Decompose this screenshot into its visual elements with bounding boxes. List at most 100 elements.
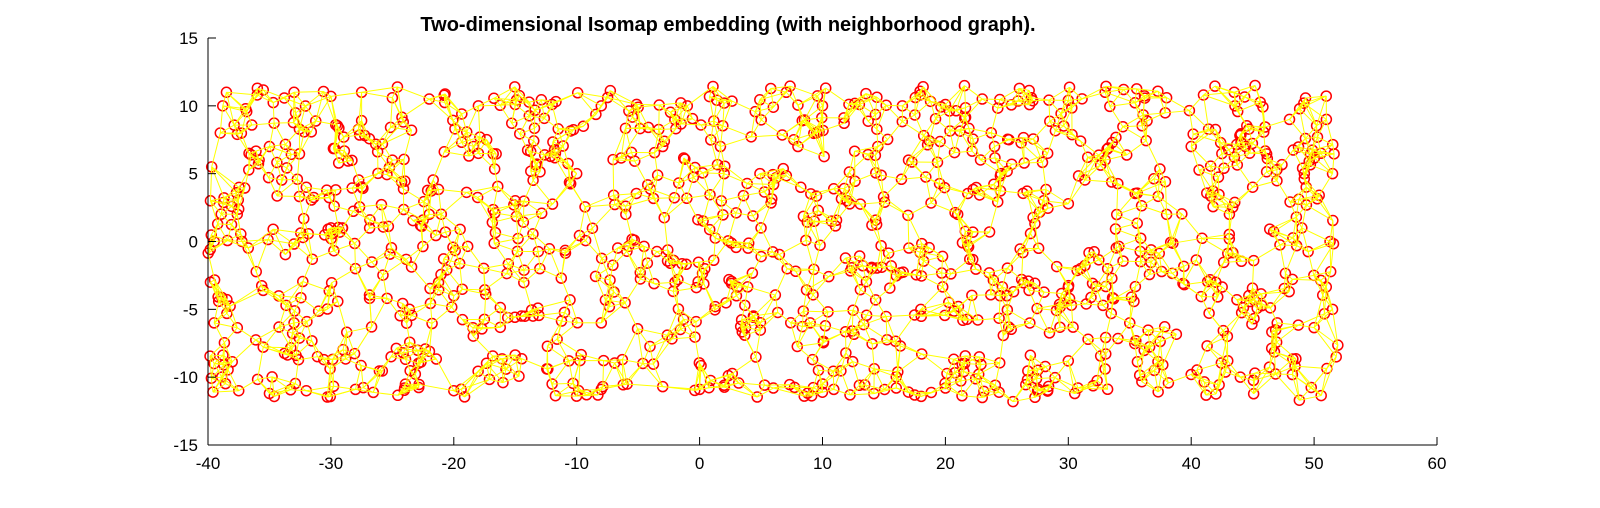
graph-edge [747, 286, 776, 296]
graph-edge [628, 110, 633, 118]
graph-edge [1233, 144, 1238, 158]
graph-edge [390, 116, 403, 128]
graph-edge [515, 216, 519, 239]
graph-edge [401, 116, 412, 131]
graph-edge [338, 150, 345, 164]
data-point [795, 181, 807, 194]
graph-edge [1227, 360, 1241, 378]
graph-edge [648, 127, 665, 142]
graph-edge [813, 268, 829, 278]
graph-edge [258, 146, 270, 165]
graph-edge [1236, 299, 1243, 313]
graph-edge [770, 85, 791, 89]
graph-edge [756, 384, 766, 398]
graph-edge [751, 134, 783, 138]
graph-edge [579, 235, 586, 242]
data-point [1327, 138, 1339, 151]
graph-edge [1213, 206, 1233, 208]
graph-edge [1074, 380, 1098, 394]
graph-edge [1098, 259, 1109, 270]
data-point [656, 140, 669, 153]
graph-edge [1252, 171, 1267, 188]
graph-edge [1279, 244, 1297, 247]
graph-edge [773, 387, 805, 397]
graph-edge [286, 153, 300, 169]
graph-edge [604, 299, 610, 307]
graph-edge [269, 389, 291, 394]
graph-edge [642, 363, 664, 387]
graph-edge [880, 245, 883, 268]
graph-edge [890, 265, 897, 277]
graph-edge [354, 365, 362, 390]
graph-edge [335, 187, 353, 191]
graph-edge [935, 118, 951, 132]
graph-edge [1032, 120, 1051, 140]
graph-edge [483, 294, 487, 320]
graph-edge [220, 197, 225, 215]
graph-edge [710, 125, 724, 141]
graph-edge [731, 281, 737, 296]
graph-edge [715, 237, 737, 248]
graph-edge [624, 302, 639, 329]
graph-edge [1067, 338, 1089, 362]
graph-edge [628, 239, 633, 247]
graph-edge [754, 88, 772, 112]
graph-edge [405, 359, 411, 371]
graph-edge [1210, 165, 1225, 169]
graph-edge [1204, 381, 1220, 386]
graph-edge [1320, 368, 1328, 396]
graph-edge [554, 157, 569, 164]
graph-edge [1098, 247, 1117, 261]
graph-edge [401, 98, 430, 118]
data-point [1283, 113, 1296, 126]
graph-edge [1298, 324, 1315, 329]
graph-edge [920, 261, 925, 277]
graph-edge [459, 263, 463, 290]
graph-edge [1234, 152, 1250, 158]
graph-edge [283, 97, 296, 114]
graph-edge [538, 314, 562, 322]
graph-edge [369, 274, 384, 296]
graph-edge [928, 247, 943, 257]
graph-edge [1159, 341, 1164, 365]
data-point [798, 114, 811, 126]
graph-edge [1313, 275, 1324, 296]
graph-edge [576, 394, 587, 397]
graph-edge [998, 318, 1004, 336]
graph-edge [680, 321, 697, 330]
graph-edge [750, 111, 756, 137]
graph-edge [813, 245, 821, 270]
graph-edge [1021, 279, 1030, 291]
graph-edge [760, 227, 774, 253]
data-point [705, 134, 717, 146]
graph-edge [468, 136, 481, 157]
graph-edge [667, 259, 674, 262]
graph-edge [1044, 366, 1056, 378]
graph-edge [306, 321, 313, 341]
graph-edge [876, 224, 882, 246]
graph-edge [999, 286, 1003, 296]
graph-edge [828, 257, 846, 278]
graph-edge [931, 382, 946, 393]
data-point [992, 102, 1004, 114]
graph-edge [446, 269, 463, 290]
graph-edge [1220, 336, 1228, 364]
graph-edge [432, 151, 445, 181]
graph-edge [1203, 381, 1217, 395]
graph-edge [821, 88, 827, 118]
graph-edge [677, 308, 681, 330]
graph-edge [709, 229, 729, 242]
graph-edge [211, 132, 221, 168]
graph-edge [865, 93, 887, 106]
graph-edge [286, 154, 292, 169]
graph-edge [1309, 157, 1315, 166]
graph-edge [954, 193, 969, 213]
graph-edge [840, 352, 847, 371]
graph-edge [1036, 366, 1046, 379]
graph-edge [338, 159, 353, 164]
graph-edge [1002, 326, 1010, 336]
graph-edge [873, 387, 897, 395]
graph-edge [354, 353, 362, 366]
graph-edge [586, 386, 604, 396]
x-tick-label: -10 [564, 454, 589, 473]
